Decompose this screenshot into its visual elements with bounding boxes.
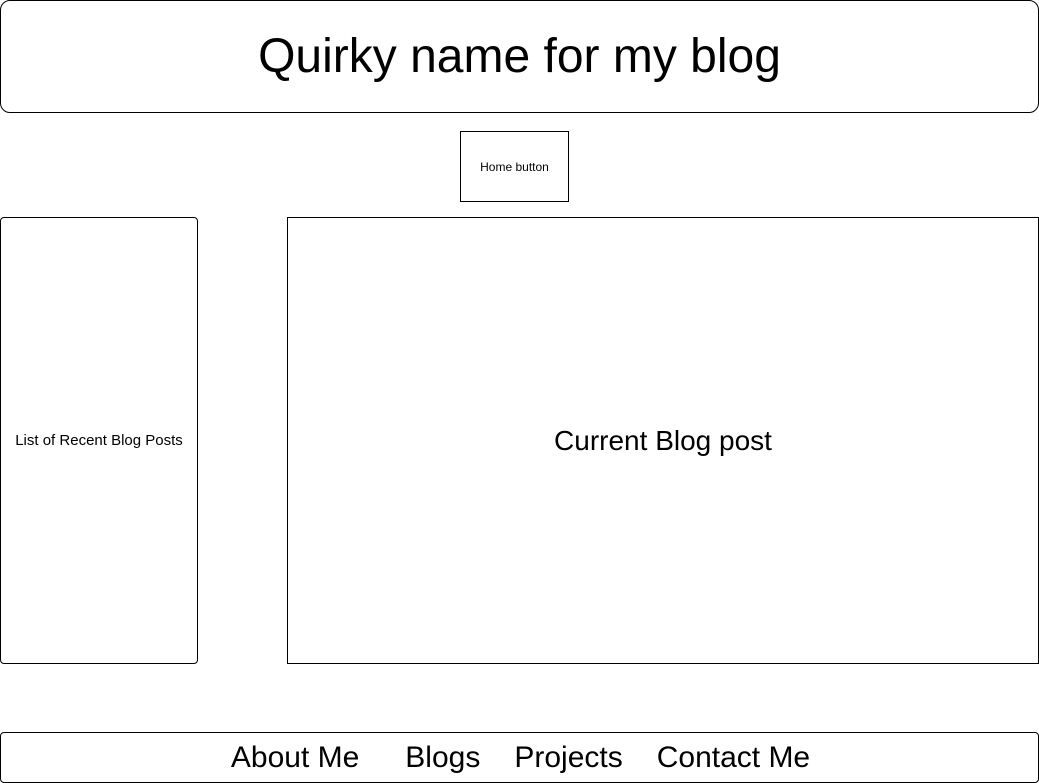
current-post-panel: Current Blog post bbox=[287, 217, 1039, 664]
home-button[interactable]: Home button bbox=[460, 131, 569, 202]
footer-link-blogs[interactable]: Blogs bbox=[405, 740, 481, 774]
footer-nav-bar: About Me Blogs Projects Contact Me bbox=[0, 732, 1039, 783]
current-post-label: Current Blog post bbox=[554, 424, 772, 456]
footer-link-contact-me[interactable]: Contact Me bbox=[656, 740, 811, 774]
recent-posts-label: List of Recent Blog Posts bbox=[15, 432, 183, 449]
blog-title: Quirky name for my blog bbox=[258, 29, 781, 83]
recent-posts-sidebar: List of Recent Blog Posts bbox=[0, 217, 198, 664]
footer-link-projects[interactable]: Projects bbox=[514, 740, 623, 774]
footer-nav: About Me Blogs Projects Contact Me bbox=[212, 740, 827, 774]
header-box: Quirky name for my blog bbox=[0, 0, 1039, 113]
home-button-label: Home button bbox=[480, 159, 549, 174]
footer-link-about-me[interactable]: About Me bbox=[230, 740, 360, 774]
